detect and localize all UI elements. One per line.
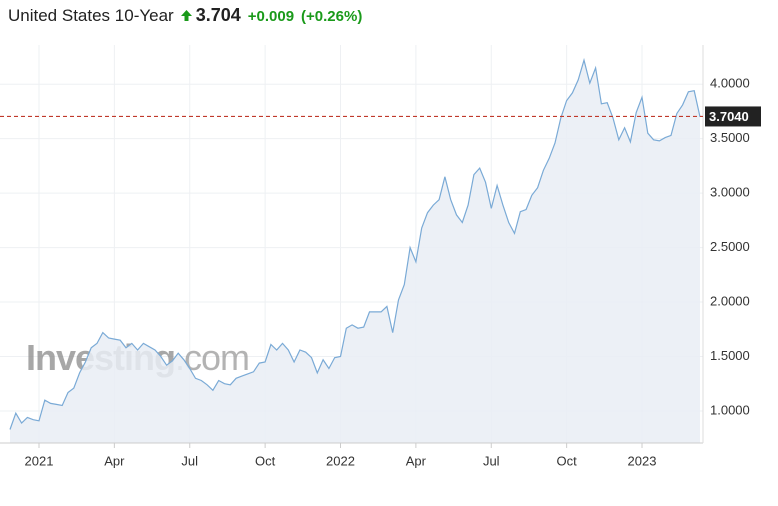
price-line — [9, 57, 701, 430]
header: United States 10-Year 3.704 +0.009 (+0.2… — [8, 5, 362, 26]
x-tick-label: Oct — [557, 453, 578, 468]
x-tick-label: Apr — [104, 453, 125, 468]
instrument-title: United States 10-Year — [8, 6, 174, 25]
watermark-brand: Investing — [26, 337, 175, 378]
watermark: Investing.com — [26, 337, 249, 378]
x-tick-label: Jul — [483, 453, 500, 468]
y-tick-label: 1.0000 — [710, 402, 750, 417]
price-block: 3.704 — [180, 5, 241, 26]
x-tick-label: Jul — [181, 453, 198, 468]
y-tick-label: 2.5000 — [710, 239, 750, 254]
current-price-label: 3.7040 — [709, 109, 749, 124]
price-change: +0.009 — [247, 8, 295, 25]
y-tick-label: 3.5000 — [710, 130, 750, 145]
price: 3.704 — [195, 5, 241, 25]
y-tick-label: 3.0000 — [710, 185, 750, 200]
x-tick-label: 2023 — [628, 453, 657, 468]
y-tick-label: 4.0000 — [710, 76, 750, 91]
x-tick-label: Apr — [406, 453, 427, 468]
watermark-suffix: .com — [175, 337, 249, 378]
price-change-percent: (+0.26%) — [301, 8, 363, 25]
up-arrow — [180, 10, 192, 21]
current-price-box — [705, 106, 761, 127]
x-tick-label: Oct — [255, 453, 276, 468]
x-tick-label: 2021 — [25, 453, 54, 468]
area-fill — [10, 60, 700, 443]
x-tick-label: 2022 — [326, 453, 355, 468]
y-tick-label: 2.0000 — [710, 293, 750, 308]
y-tick-label: 1.5000 — [710, 348, 750, 363]
